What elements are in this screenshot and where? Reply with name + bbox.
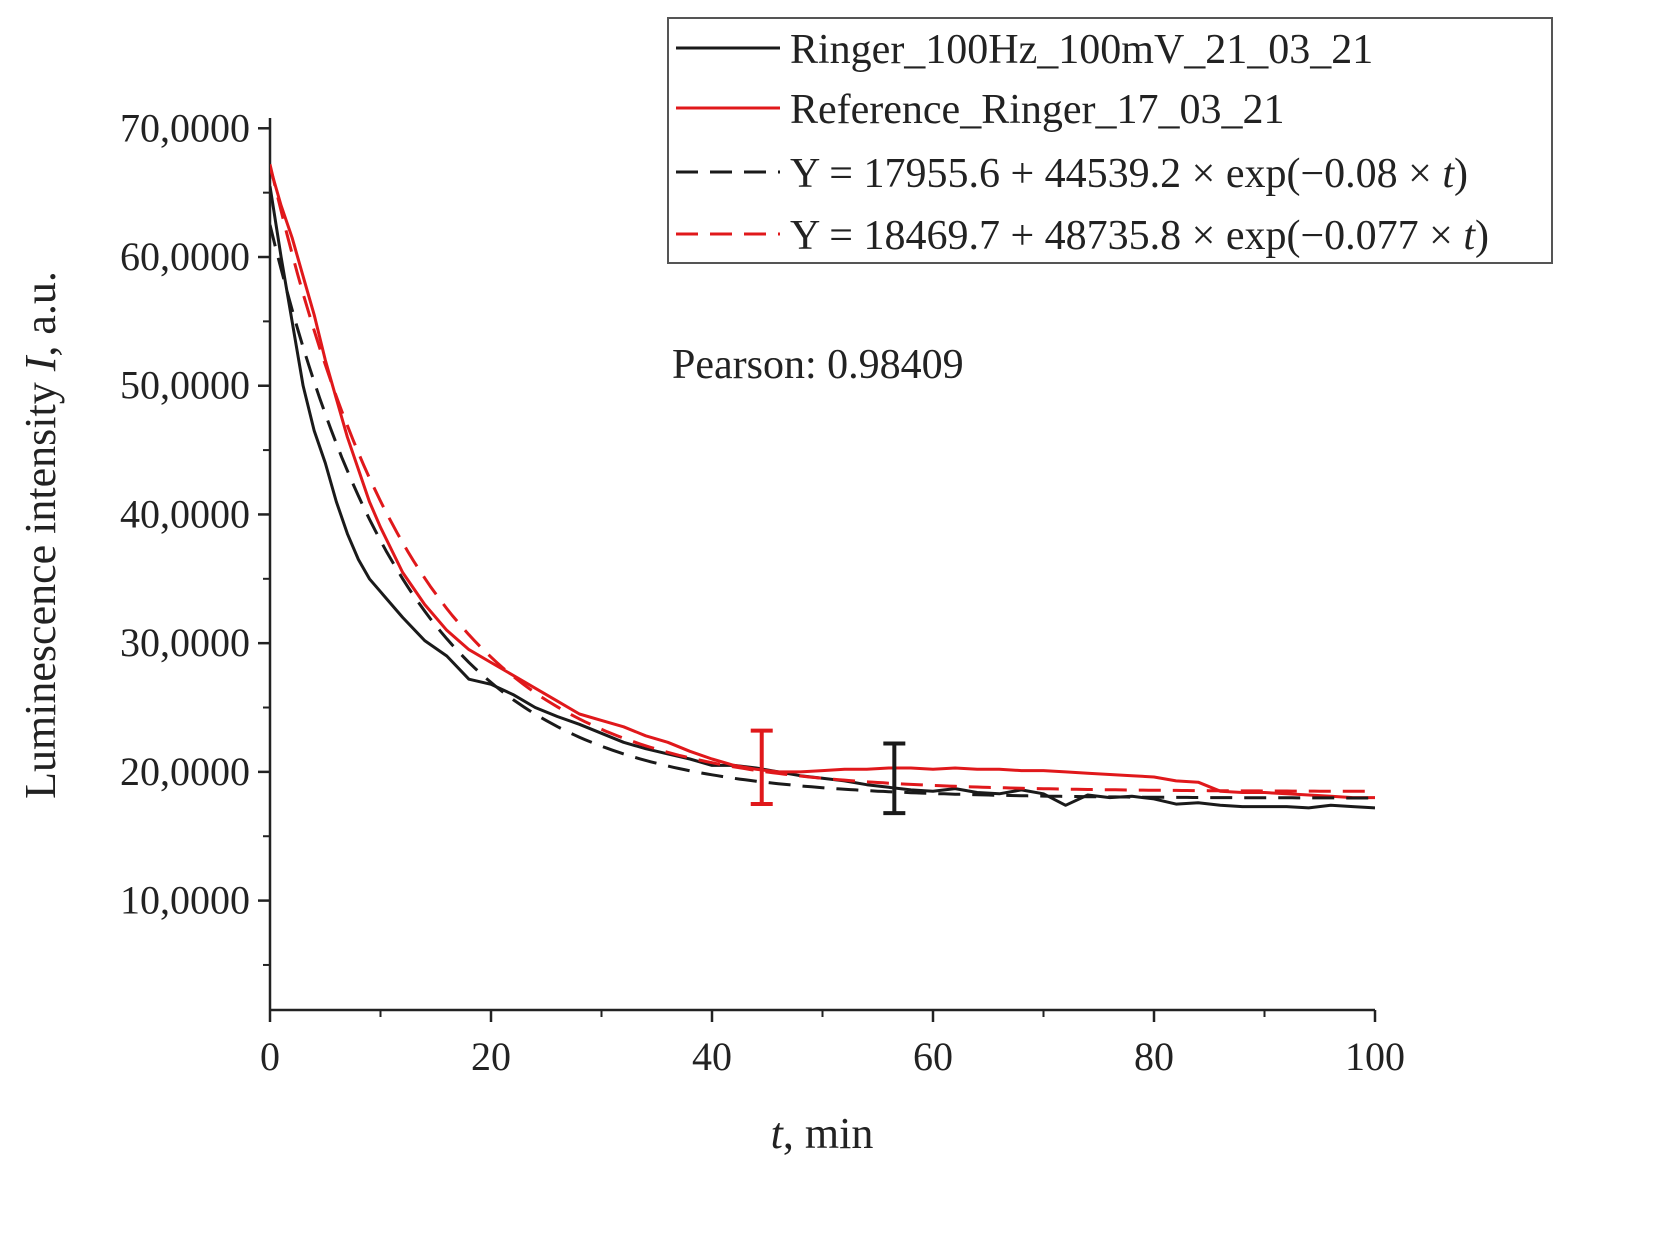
y-tick-label: 30,0000	[120, 620, 250, 665]
pearson-annotation: Pearson: 0.98409	[672, 342, 964, 388]
legend: Ringer_100Hz_100mV_21_03_21 Reference_Ri…	[667, 17, 1553, 264]
y-tick-label: 20,0000	[120, 749, 250, 794]
x-axis-title-rest: , min	[783, 1109, 873, 1158]
x-axis-title: t, min	[771, 1109, 874, 1158]
legend-label-3-post: )	[1475, 213, 1489, 259]
legend-label-3: Y = 18469.7 + 48735.8 × exp(−0.077 × t)	[790, 213, 1489, 259]
y-axis-title-italic: I	[16, 354, 65, 372]
y-tick-label: 70,0000	[120, 105, 250, 150]
error-bar-0	[750, 728, 773, 807]
legend-label-1: Reference_Ringer_17_03_21	[790, 87, 1285, 133]
x-tick-label: 20	[471, 1034, 511, 1079]
error-bar-1	[883, 741, 906, 816]
y-axis-title-pre: Luminescence intensity	[16, 371, 65, 799]
legend-label-0: Ringer_100Hz_100mV_21_03_21	[790, 27, 1373, 73]
x-axis-title-italic: t	[771, 1109, 785, 1158]
axis-tick-labels: 0 20 40 60 80 100 10,0000 20,0000 30,0000 40,0000…	[120, 105, 1405, 1079]
x-tick-label: 80	[1134, 1034, 1174, 1079]
legend-label-2-italic: t	[1442, 151, 1455, 197]
y-tick-label: 10,0000	[120, 878, 250, 923]
legend-label-3-italic: t	[1463, 213, 1476, 259]
x-tick-label: 0	[260, 1034, 280, 1079]
fit-line-2	[270, 224, 1375, 800]
fit-line-3	[270, 163, 1375, 793]
axis-ticks	[258, 127, 1377, 1022]
y-tick-label: 60,0000	[120, 234, 250, 279]
x-tick-label: 60	[913, 1034, 953, 1079]
x-tick-label: 100	[1345, 1034, 1405, 1079]
legend-label-2-post: )	[1454, 151, 1468, 197]
legend-label-3-pre: Y = 18469.7 + 48735.8 × exp(−0.077 ×	[790, 213, 1463, 259]
x-tick-label: 40	[692, 1034, 732, 1079]
legend-label-2: Y = 17955.6 + 44539.2 × exp(−0.08 × t)	[790, 151, 1468, 197]
series-layer	[270, 163, 1375, 810]
y-axis-title-post: , a.u.	[16, 271, 65, 357]
error-bars	[750, 728, 906, 816]
y-tick-label: 50,0000	[120, 363, 250, 408]
y-tick-label: 40,0000	[120, 491, 250, 536]
legend-box	[667, 17, 1553, 264]
legend-label-2-pre: Y = 17955.6 + 44539.2 × exp(−0.08 ×	[790, 151, 1442, 197]
series-line-0	[270, 185, 1375, 810]
y-axis-title: Luminescence intensity I, a.u.	[16, 271, 65, 799]
